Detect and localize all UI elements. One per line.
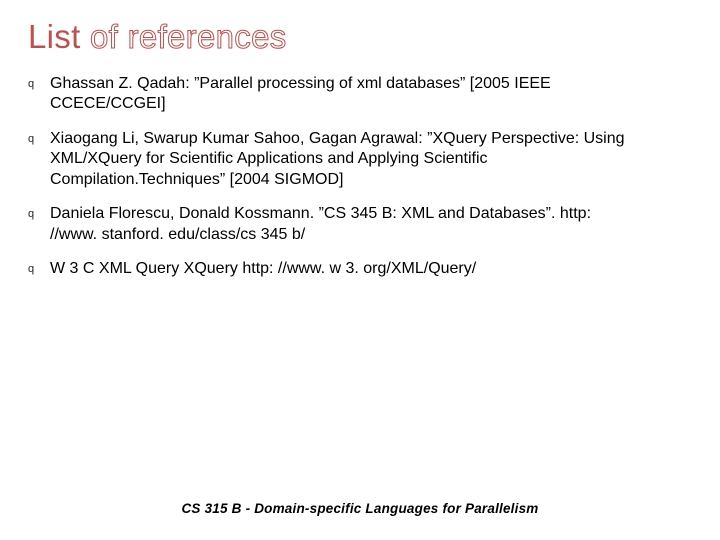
slide-footer: CS 315 B - Domain-specific Languages for… — [0, 501, 720, 516]
bullet-icon: q — [28, 129, 39, 146]
list-item: q Xiaogang Li, Swarup Kumar Sahoo, Gagan… — [28, 129, 692, 190]
list-item: q Daniela Florescu, Donald Kossmann. ”CS… — [28, 204, 692, 245]
references-list: q Ghassan Z. Qadah: ”Parallel processing… — [28, 74, 692, 280]
reference-text: Xiaogang Li, Swarup Kumar Sahoo, Gagan A… — [39, 129, 640, 190]
reference-text: Daniela Florescu, Donald Kossmann. ”CS 3… — [39, 204, 640, 245]
bullet-icon: q — [28, 74, 39, 91]
title-filled: List — [28, 18, 90, 55]
slide: List of references q Ghassan Z. Qadah: ”… — [0, 0, 720, 540]
list-item: q Ghassan Z. Qadah: ”Parallel processing… — [28, 74, 692, 115]
list-item: q W 3 C XML Query XQuery http: //www. w … — [28, 259, 692, 279]
slide-title: List of references — [28, 18, 692, 56]
bullet-icon: q — [28, 259, 39, 276]
reference-text: Ghassan Z. Qadah: ”Parallel processing o… — [39, 74, 640, 115]
reference-text: W 3 C XML Query XQuery http: //www. w 3.… — [39, 259, 476, 279]
bullet-icon: q — [28, 204, 39, 221]
title-outlined: of references — [90, 18, 287, 55]
